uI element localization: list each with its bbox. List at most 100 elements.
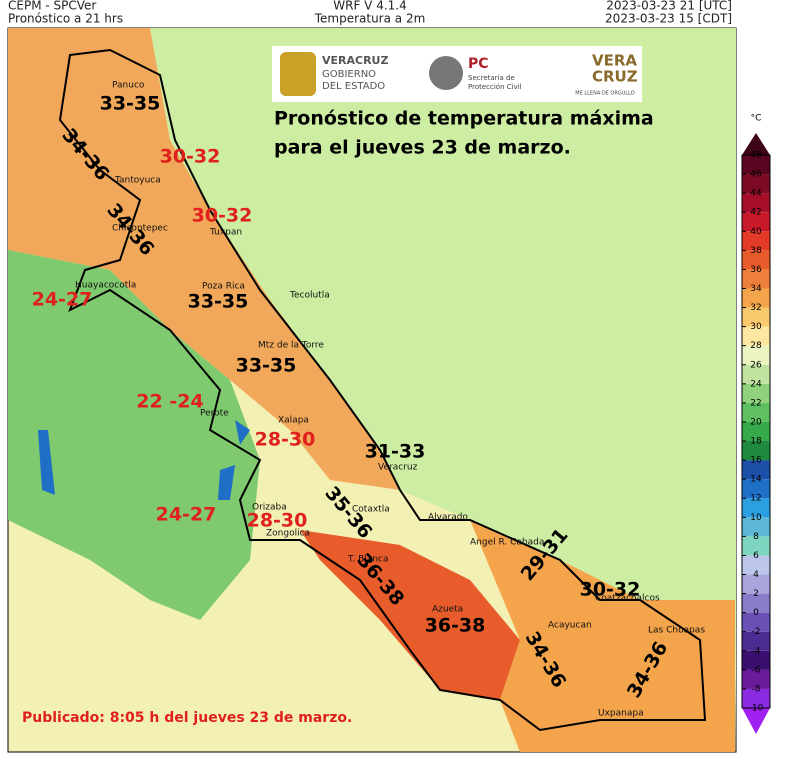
colorbar-tick-label: 12 <box>750 494 761 504</box>
colorbar-segment <box>742 402 770 422</box>
header-text: WRF V 4.1.4 <box>333 0 406 13</box>
place-label: Orizaba <box>252 503 287 513</box>
header-text: CEPM - SPCVer <box>8 0 96 13</box>
colorbar-tick-label: -8 <box>752 684 761 694</box>
colorbar-tick-label: 20 <box>750 417 762 427</box>
colorbar-segment <box>742 250 770 270</box>
colorbar-segment <box>742 383 770 403</box>
state-border <box>58 48 707 732</box>
logo-text: ME LLENA DE ORGULLO <box>575 91 634 97</box>
place-label: Coatzacoalcos <box>595 594 660 604</box>
warm-area <box>8 28 400 490</box>
colorbar-tick-label: 38 <box>750 246 762 256</box>
colorbar-segment <box>742 460 770 480</box>
place-label: Veracruz <box>378 463 418 473</box>
colorbar-tick-label: 40 <box>750 227 762 237</box>
logo-text: VERA <box>592 52 637 70</box>
colorbar-tick-label: 36 <box>750 265 762 275</box>
colorbar-segment <box>742 574 770 594</box>
logo-emblem <box>280 52 316 96</box>
colorbar-segment <box>742 536 770 556</box>
cool-area <box>8 250 260 620</box>
colorbar-tick-label: 0 <box>753 608 759 618</box>
colorbar-tick-label: 10 <box>750 513 762 523</box>
colorbar-tick-label: 46 <box>750 170 762 180</box>
place-label: Xalapa <box>278 416 309 426</box>
colorbar-segment <box>742 612 770 632</box>
temperature-label: 30-32 <box>580 579 641 601</box>
place-label: Huayacocotla <box>75 281 136 291</box>
logo-text: Secretaría de <box>468 74 515 82</box>
logo-text: DEL ESTADO <box>322 81 385 92</box>
logo-emblem <box>429 56 463 90</box>
place-label: Chicontepec <box>112 224 168 234</box>
colorbar-tick-label: 22 <box>750 398 761 408</box>
colorbar-segment <box>742 669 770 689</box>
colorbar-tick-label: 32 <box>750 303 761 313</box>
temperature-label: 30-32 <box>192 205 253 227</box>
sea <box>150 28 736 752</box>
temperature-label: 31-33 <box>365 441 426 463</box>
colorbar-tick-label: -4 <box>752 646 761 656</box>
temperature-label: 28-30 <box>255 429 316 451</box>
place-label: Zongolica <box>266 529 310 539</box>
temperature-label: 30-32 <box>160 146 221 168</box>
map-title: para el jueves 23 de marzo. <box>274 137 571 159</box>
temperature-label: 33-35 <box>236 355 297 377</box>
logo-text: CRUZ <box>592 68 638 86</box>
place-label: Tuxpan <box>209 228 242 238</box>
logo-text: GOBIERNO <box>322 69 376 80</box>
colorbar-tick-label: -2 <box>752 627 761 637</box>
colorbar-extension <box>742 708 770 734</box>
footer: Publicado: 8:05 h del jueves 23 de marzo… <box>22 710 352 726</box>
temperature-label: 24-27 <box>32 289 93 311</box>
place-label: Tecolutla <box>289 291 330 301</box>
colorbar-segment <box>742 517 770 537</box>
colorbar-segment <box>742 193 770 213</box>
place-label: Panuco <box>112 81 145 91</box>
header-text: Pronóstico a 21 hrs <box>8 12 123 26</box>
header-text: 2023-03-23 21 [UTC] <box>606 0 732 13</box>
temperature-label: 22 -24 <box>136 391 203 413</box>
temperature-label: 28-30 <box>247 510 308 532</box>
place-label: Tantoyuca <box>114 176 161 186</box>
header-text: 2023-03-23 15 [CDT] <box>605 12 732 26</box>
temperature-label: 33-35 <box>188 291 249 313</box>
colorbar-tick-label: 14 <box>750 475 762 485</box>
colorbar-segment <box>742 631 770 651</box>
place-label: Azueta <box>432 605 463 615</box>
place-label: Mtz de la Torre <box>258 341 324 351</box>
colorbar-tick-label: 26 <box>750 360 762 370</box>
temperature-label: 24-27 <box>156 504 217 526</box>
hot-area <box>300 530 520 700</box>
colorbar-segment <box>742 421 770 442</box>
place-label: Poza Rica <box>202 282 245 292</box>
colorbar-tick-label: 6 <box>753 551 759 561</box>
colorbar-tick-label: 42 <box>750 208 761 218</box>
place-label: Uxpanapa <box>598 709 644 719</box>
colorbar-tick-label: 34 <box>750 284 762 294</box>
colorbar-segment <box>742 345 770 365</box>
header-text: Temperatura a 2m <box>314 12 426 26</box>
colorbar-segment <box>742 326 770 346</box>
temperature-label: 33-35 <box>100 93 161 115</box>
colorbar-segment <box>742 650 770 670</box>
colorbar-segment <box>742 441 770 461</box>
colorbar-segment <box>742 498 770 518</box>
place-label: Acayucan <box>548 621 592 631</box>
place-label: Angel R. Cabada <box>470 538 544 548</box>
colorbar-tick-label: 2 <box>753 589 759 599</box>
place-label: Alvarado <box>428 513 468 523</box>
colorbar-tick-label: 16 <box>750 456 762 466</box>
colorbar-unit: °C <box>751 114 762 124</box>
colorbar-segment <box>742 555 770 575</box>
colorbar-extension <box>742 133 770 155</box>
colorbar-tick-label: 28 <box>750 341 762 351</box>
logo-text: VERACRUZ <box>322 54 388 67</box>
map-title: Pronóstico de temperatura máxima <box>274 108 654 130</box>
colorbar-segment <box>742 155 770 175</box>
colorbar-tick-label: -6 <box>752 665 761 675</box>
colorbar-tick-label: 24 <box>750 379 762 389</box>
colorbar-segment <box>742 288 770 308</box>
